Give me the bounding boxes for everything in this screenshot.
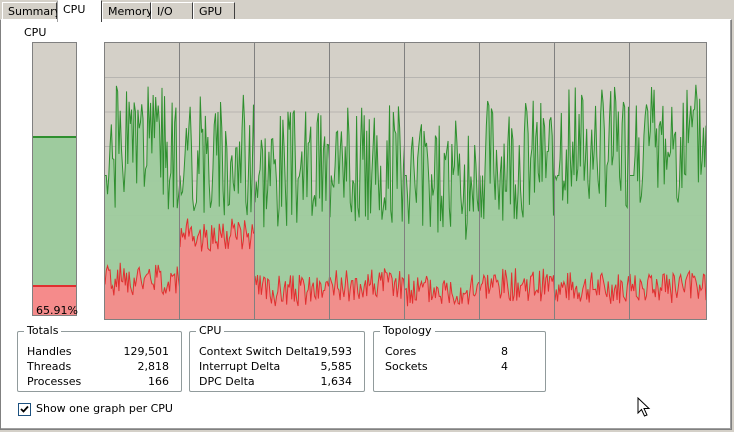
cpu-user-time-line bbox=[180, 94, 256, 216]
cpu-graph-2-plot bbox=[180, 77, 256, 319]
cpu-graph-5-plot bbox=[405, 77, 481, 319]
dpc-delta-label: DPC Delta bbox=[199, 375, 255, 388]
topology-cores-value: 8 bbox=[501, 345, 508, 358]
cpu-graph-7-plot bbox=[555, 77, 631, 319]
cpu-graph-3 bbox=[254, 42, 332, 320]
cpu-usage-bar bbox=[32, 42, 77, 316]
cpu-kernel-time-area bbox=[555, 272, 631, 319]
cpu-kernel-time-line bbox=[555, 271, 631, 304]
totals-threads-value: 2,818 bbox=[137, 360, 170, 373]
cpu-graph-6-plot bbox=[480, 77, 556, 319]
cpu-graph-7 bbox=[554, 42, 632, 320]
tab-gpu[interactable]: GPU bbox=[193, 2, 235, 21]
cpu-kernel-time-area bbox=[405, 274, 481, 319]
totals-group: Totals Handles 129,501 Threads 2,818 Pro… bbox=[17, 324, 182, 392]
cpu-kernel-time-area bbox=[105, 262, 181, 319]
cpu-user-time-line bbox=[105, 85, 181, 210]
cpu-kernel-time-line bbox=[405, 274, 481, 307]
cpu-graph-3-plot bbox=[255, 77, 331, 319]
cpu-graph-5 bbox=[404, 42, 482, 320]
topology-title: Topology bbox=[380, 324, 435, 338]
cpu-user-time-line bbox=[255, 110, 331, 228]
tab-io-label: I/O bbox=[157, 5, 173, 18]
tab-io[interactable]: I/O bbox=[151, 2, 193, 21]
interrupt-delta-label: Interrupt Delta bbox=[199, 360, 281, 373]
cpu-usage-percent: 65.91% bbox=[36, 304, 78, 317]
tab-gpu-label: GPU bbox=[199, 5, 223, 18]
cpu-kernel-time-line bbox=[255, 273, 331, 307]
cpu-user-time-line bbox=[330, 105, 406, 223]
cpu-kernel-time-line bbox=[180, 218, 256, 252]
totals-handles-label: Handles bbox=[27, 345, 72, 358]
context-switch-value: 19,593 bbox=[313, 345, 353, 358]
cpu-user-time-area bbox=[255, 110, 331, 319]
cpu-kernel-time-area bbox=[630, 271, 706, 319]
cpu-kernel-time-area bbox=[330, 268, 406, 319]
context-switch-label: Context Switch Delta bbox=[199, 345, 315, 358]
totals-title: Totals bbox=[24, 324, 62, 338]
cpu-graph-4-plot bbox=[330, 77, 406, 319]
show-one-graph-per-cpu-label[interactable]: Show one graph per CPU bbox=[36, 402, 173, 415]
tab-memory-label: Memory bbox=[108, 5, 153, 18]
tab-memory[interactable]: Memory bbox=[102, 2, 153, 21]
topology-cores-label: Cores bbox=[385, 345, 417, 358]
cpu-usage-kernel-fill bbox=[33, 285, 76, 315]
cpu-user-time-line bbox=[630, 84, 706, 203]
cpu-section-label: CPU bbox=[24, 26, 47, 39]
cpu-graph-1 bbox=[104, 42, 182, 320]
cpu-user-time-area bbox=[480, 97, 556, 319]
totals-processes-value: 166 bbox=[148, 375, 169, 388]
topology-sockets-value: 4 bbox=[501, 360, 508, 373]
topology-group: Topology Cores 8 Sockets 4 bbox=[373, 324, 546, 392]
tab-cpu[interactable]: CPU bbox=[57, 0, 102, 22]
cpu-graph-1-plot bbox=[105, 77, 181, 319]
cpu-graph-2 bbox=[179, 42, 257, 320]
cpu-user-time-line bbox=[405, 120, 481, 240]
cpu-graph-4 bbox=[329, 42, 407, 320]
interrupt-delta-value: 5,585 bbox=[320, 360, 353, 373]
cpu-graph-6 bbox=[479, 42, 557, 320]
cpu-stats-title: CPU bbox=[196, 324, 225, 338]
topology-sockets-label: Sockets bbox=[385, 360, 428, 373]
tab-summary-label: Summary bbox=[8, 5, 62, 18]
tab-strip: Summary CPU Memory I/O GPU bbox=[0, 0, 734, 22]
cpu-user-time-area bbox=[555, 86, 631, 319]
cpu-user-time-area bbox=[405, 120, 481, 319]
cpu-kernel-time-line bbox=[330, 268, 406, 302]
cpu-kernel-time-line bbox=[630, 269, 706, 304]
cpu-graph-8 bbox=[629, 42, 707, 320]
cpu-user-time-area bbox=[630, 84, 706, 319]
cpu-user-time-area bbox=[105, 85, 181, 319]
cpu-kernel-time-line bbox=[105, 262, 181, 296]
cpu-kernel-time-area bbox=[180, 218, 256, 319]
show-one-graph-per-cpu-checkbox[interactable] bbox=[18, 403, 31, 416]
cpu-stats-group: CPU Context Switch Delta 19,593 Interrup… bbox=[189, 324, 365, 392]
cpu-user-time-line bbox=[480, 97, 556, 221]
cpu-kernel-time-area bbox=[255, 274, 331, 319]
tab-summary[interactable]: Summary bbox=[2, 2, 61, 21]
checkmark-icon bbox=[20, 405, 29, 413]
cpu-kernel-time-area bbox=[480, 268, 556, 319]
mouse-cursor-icon bbox=[637, 397, 651, 417]
totals-handles-value: 129,501 bbox=[123, 345, 170, 358]
totals-processes-label: Processes bbox=[27, 375, 82, 388]
cpu-graph-8-plot bbox=[630, 77, 706, 319]
cpu-kernel-time-line bbox=[480, 268, 556, 302]
tab-cpu-label: CPU bbox=[63, 3, 86, 16]
dpc-delta-value: 1,634 bbox=[320, 375, 353, 388]
totals-threads-label: Threads bbox=[27, 360, 72, 373]
cpu-user-time-line bbox=[555, 86, 631, 210]
